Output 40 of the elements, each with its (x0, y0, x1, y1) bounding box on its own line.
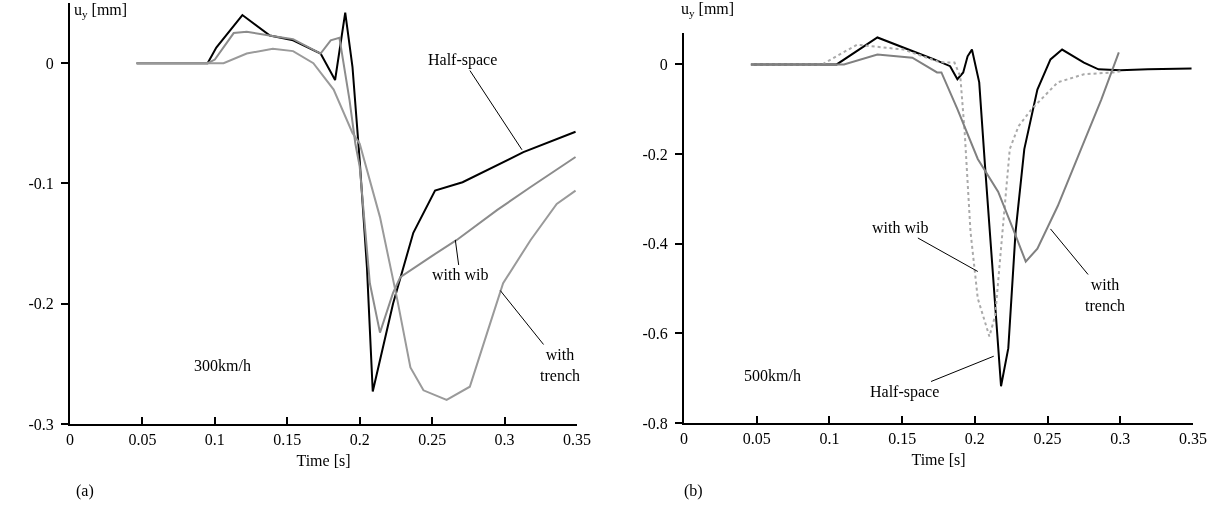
x-tick-label: 0 (680, 430, 688, 448)
text: (b) (684, 482, 703, 500)
text: (a) (76, 482, 94, 500)
y-tick-label: -0.4 (642, 235, 668, 253)
x-axis-title: Time [s] (296, 452, 351, 470)
x-tick-label: 0.05 (742, 430, 771, 448)
x-axis-title: Time [s] (911, 451, 966, 469)
y-axis-title: u$_{y}$ [mm] (681, 0, 735, 20)
x-tick-label: 0 (66, 431, 74, 449)
annotation: with trench (1085, 276, 1125, 314)
annotation: with trench (540, 346, 580, 384)
y-tick-label: -0.6 (642, 324, 668, 342)
y-tick-label: 0 (45, 54, 54, 72)
y-tick-label: -0.1 (28, 175, 54, 193)
annotation: with wib (432, 266, 489, 283)
annotation: Half-space (870, 383, 940, 401)
annotation: with wib (872, 219, 929, 236)
x-tick-label: 0.1 (819, 430, 840, 448)
x-tick-label: 0.05 (128, 431, 157, 449)
y-tick-label: -0.2 (642, 145, 668, 163)
x-tick-label: 0.3 (494, 431, 515, 449)
annotation: 300km/h (194, 357, 251, 374)
x-tick-label: 0.35 (563, 431, 591, 449)
x-tick-label: 0.1 (204, 431, 225, 449)
x-tick-label: 0.2 (349, 431, 370, 449)
x-tick-label: 0.25 (1033, 430, 1062, 448)
x-tick-label: 0.35 (1179, 430, 1207, 448)
line-series (749, 51, 1120, 263)
y-tick-label: 0 (659, 55, 668, 73)
y-tick-label: -0.8 (642, 414, 668, 432)
y-tick-label: -0.2 (28, 295, 54, 313)
y-tick-label: -0.3 (28, 415, 54, 433)
x-tick-label: 0.25 (418, 431, 447, 449)
x-tick-label: 0.15 (888, 430, 917, 448)
annotation: 500km/h (744, 367, 801, 384)
x-tick-label: 0.3 (1110, 430, 1131, 448)
annotation: Half-space (428, 51, 498, 69)
x-tick-label: 0.2 (964, 430, 985, 448)
y-axis-title: u$_{y}$ [mm] (74, 1, 128, 21)
x-tick-label: 0.15 (273, 431, 302, 449)
